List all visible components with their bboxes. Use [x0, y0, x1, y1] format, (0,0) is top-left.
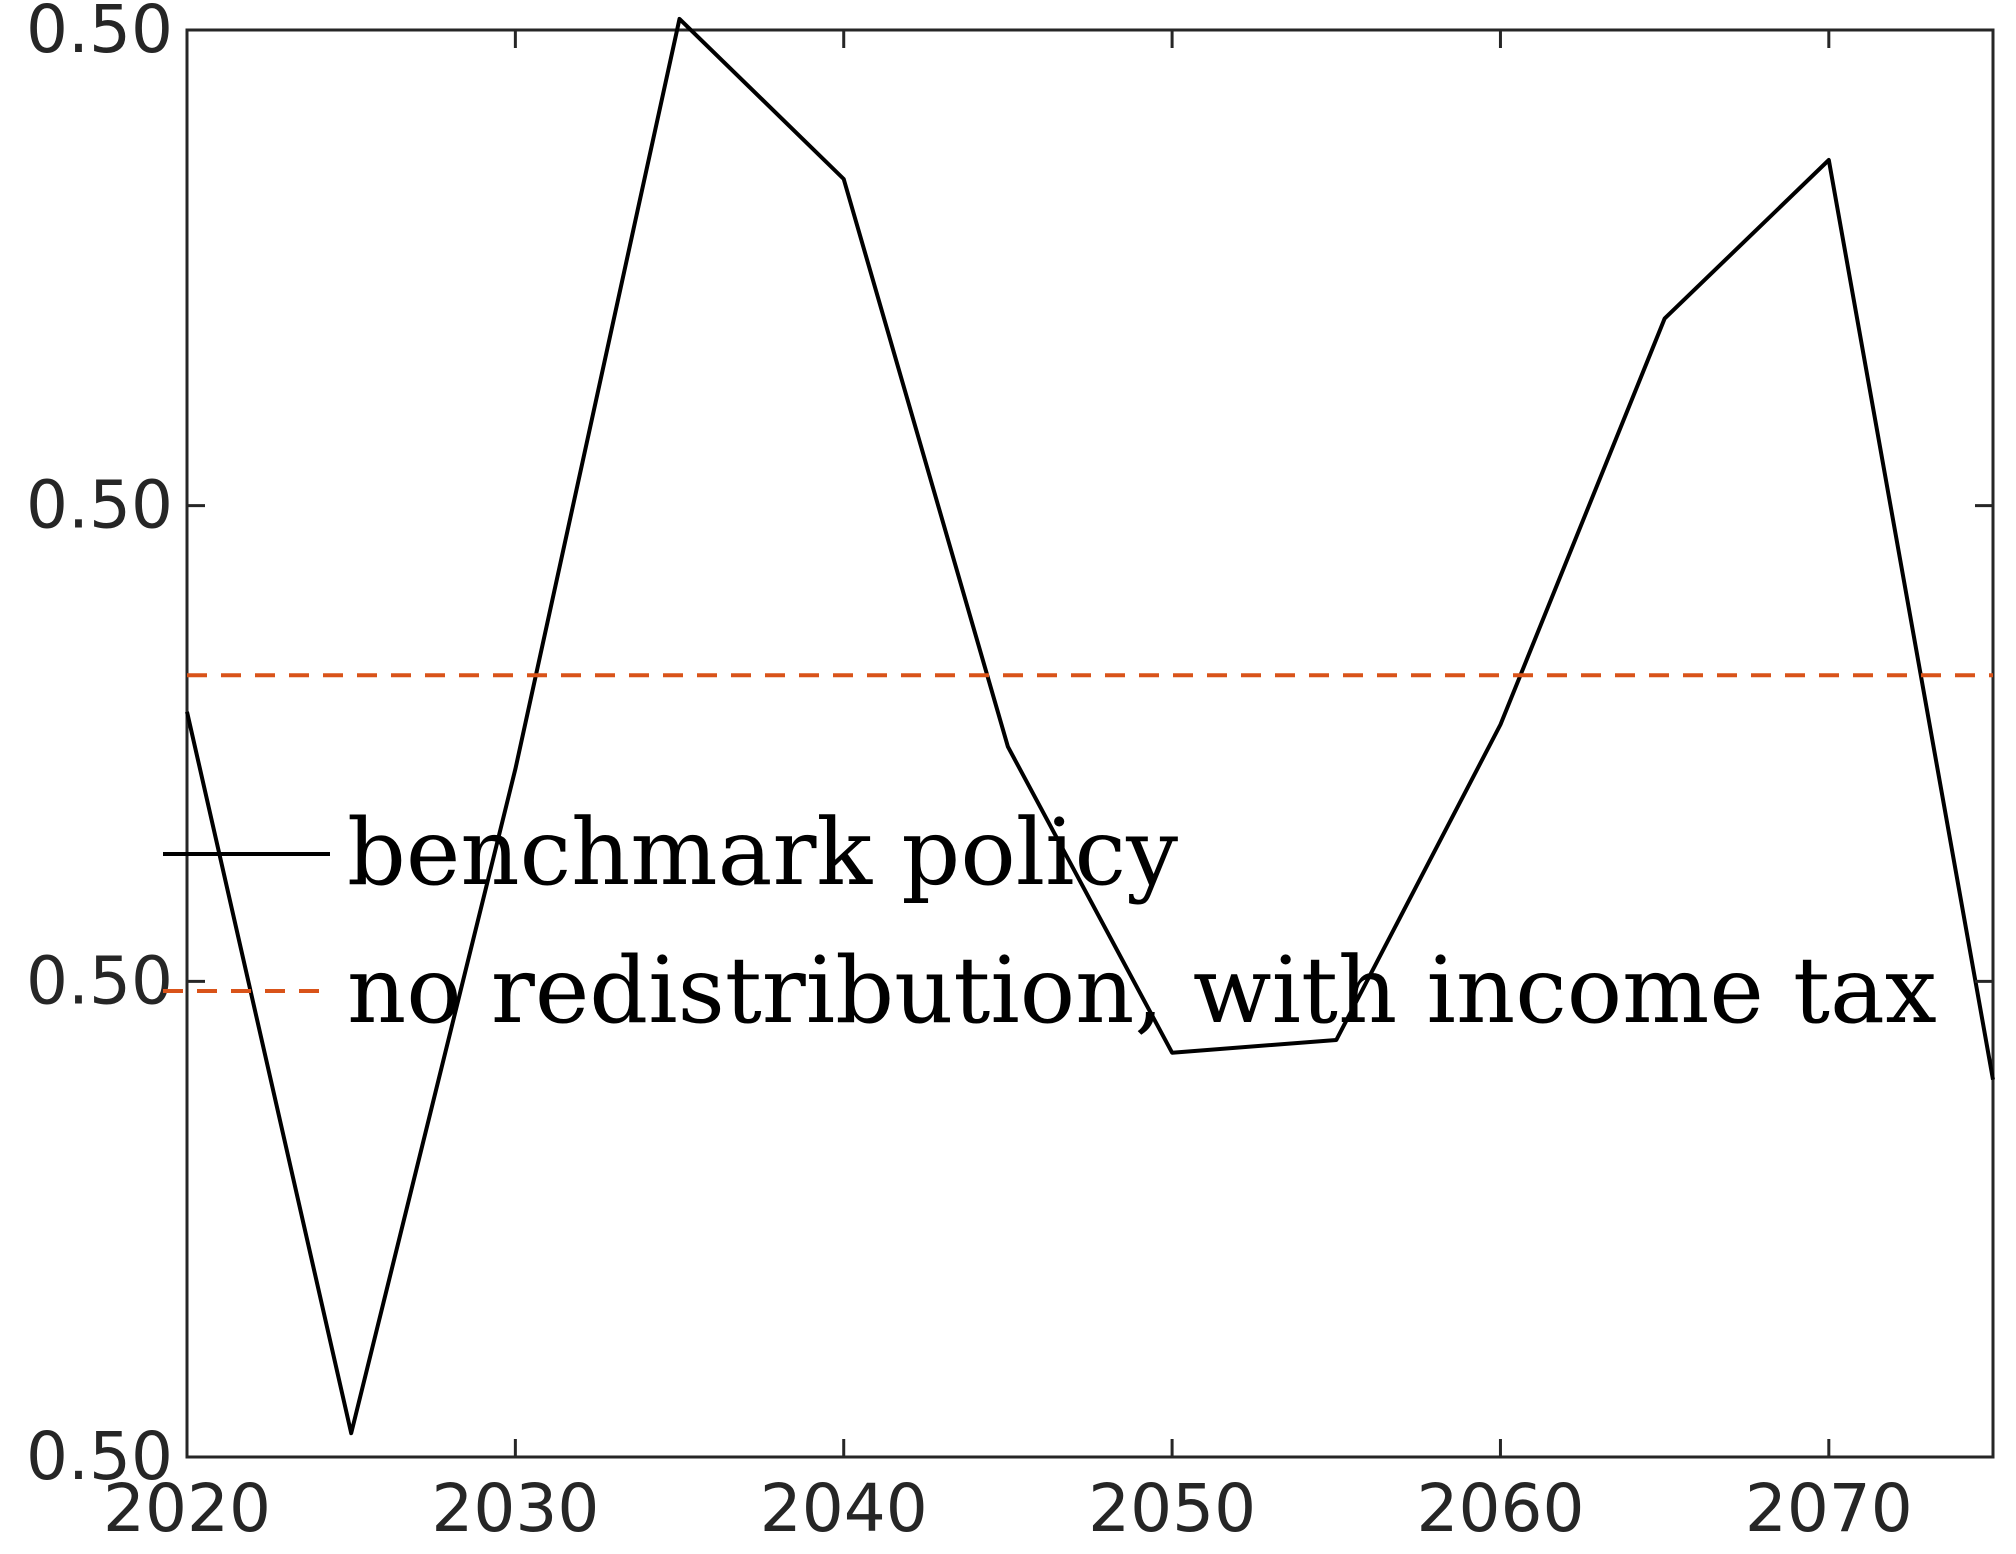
legend: benchmark policy no redistribution, with…	[163, 799, 1937, 1044]
y-tick-label-2: 0.50	[26, 467, 173, 544]
data-point-1-6	[1172, 675, 1173, 676]
y-tick-label-0: 0.50	[26, 1418, 173, 1495]
series-line-0	[185, 16, 1995, 1436]
data-point-1-8	[1500, 675, 1501, 676]
data-point-1-11	[1993, 675, 1994, 676]
data-point-0-8	[1500, 724, 1501, 725]
data-point-0-11	[1993, 1079, 1994, 1080]
data-point-0-5	[1007, 746, 1008, 747]
data-point-0-4	[843, 179, 844, 180]
x-tick-label-4: 2060	[1416, 1470, 1584, 1547]
data-point-1-1	[351, 675, 352, 676]
y-tick-label-1: 0.50	[26, 942, 173, 1019]
data-point-1-2	[515, 675, 516, 676]
data-point-0-9	[1664, 318, 1665, 319]
x-tick-label-2: 2040	[760, 1470, 928, 1547]
axes-box	[185, 28, 1995, 1459]
y-tick-label-3: 0.50	[26, 0, 173, 68]
legend-label-benchmark-policy: benchmark policy	[347, 799, 1178, 906]
x-tick-label-1: 2030	[431, 1470, 599, 1547]
data-point-1-10	[1828, 675, 1829, 676]
data-point-1-0	[187, 675, 188, 676]
legend-label-no-redistribution: no redistribution, with income tax	[347, 937, 1937, 1044]
data-point-1-5	[1007, 675, 1008, 676]
x-tick-label-0: 2020	[103, 1470, 271, 1547]
data-point-1-3	[679, 675, 680, 676]
data-point-0-0	[187, 711, 188, 712]
data-point-0-1	[351, 1433, 352, 1434]
x-tick-label-5: 2070	[1745, 1470, 1913, 1547]
data-point-1-7	[1336, 675, 1337, 676]
data-point-1-4	[843, 675, 844, 676]
x-tick-label-3: 2050	[1088, 1470, 1256, 1547]
data-point-0-2	[515, 768, 516, 769]
data-point-0-10	[1828, 160, 1829, 161]
data-point-1-9	[1664, 675, 1665, 676]
data-point-0-3	[679, 18, 680, 19]
data-point-0-6	[1172, 1052, 1173, 1053]
